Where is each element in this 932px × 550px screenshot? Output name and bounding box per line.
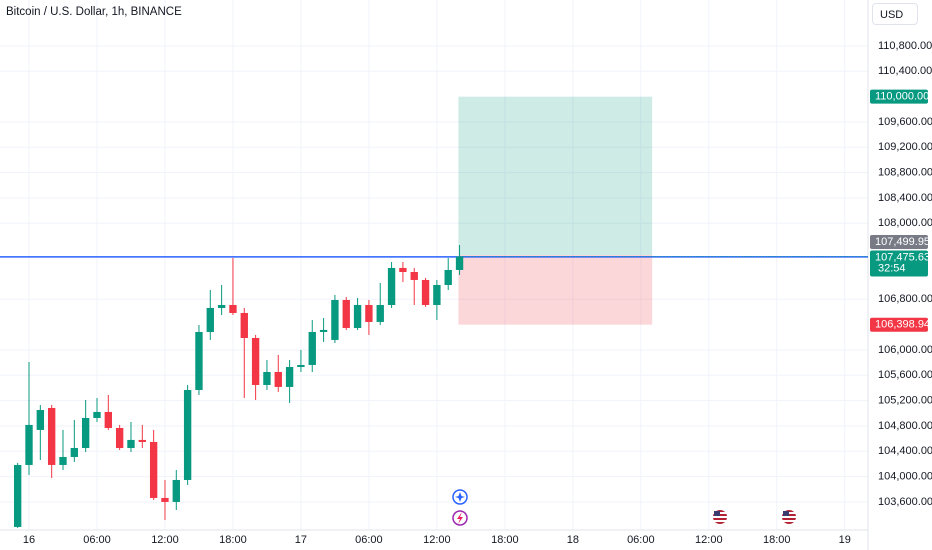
y-tick-label: 106,000.00 (878, 344, 932, 356)
stop-tag-label: 106,398.94 (875, 319, 930, 331)
candle-body (161, 497, 169, 502)
candle-body (410, 271, 418, 280)
profit-zone (458, 96, 653, 255)
countdown-label: 32:54 (878, 262, 906, 274)
x-tick-label: 18 (567, 534, 579, 546)
y-tick-label: 108,400.00 (878, 192, 932, 204)
candle-body (127, 439, 135, 448)
candle-body (229, 304, 237, 313)
candle-body (319, 329, 328, 332)
candle-body (365, 304, 373, 322)
candle-body (70, 447, 79, 457)
entry-tag (870, 234, 928, 249)
x-tick-label: 16 (23, 534, 35, 546)
candle-body (104, 411, 112, 428)
candle-body (206, 307, 214, 332)
candle-body (172, 479, 180, 502)
x-tick-label: 19 (839, 534, 851, 546)
x-tick-label: 18:00 (491, 534, 519, 546)
candle-body (444, 269, 452, 285)
candle-body (195, 331, 203, 390)
y-tick-label: 106,800.00 (878, 293, 932, 305)
y-tick-label: 109,600.00 (878, 116, 932, 128)
candle-body (251, 337, 260, 385)
target-tag-label: 110,000.00 (875, 91, 929, 103)
candle-body (59, 456, 67, 465)
candle-body (421, 279, 430, 305)
candle-body (183, 389, 192, 480)
candle-body (138, 439, 146, 442)
candle-body (353, 304, 362, 328)
candle-body (297, 364, 305, 367)
y-tick-label: 110,400.00 (878, 65, 932, 77)
x-tick-label: 06:00 (627, 534, 655, 546)
currency-button[interactable]: USD (872, 3, 918, 25)
event-icon[interactable] (452, 489, 468, 505)
flag-icon[interactable] (713, 510, 727, 524)
candle-body (399, 267, 407, 272)
candle-body (274, 371, 282, 387)
grid (0, 0, 868, 530)
symbol-title: Bitcoin / U.S. Dollar, 1h, BINANCE (6, 6, 182, 18)
x-tick-label: 06:00 (355, 534, 383, 546)
candle-body (36, 409, 45, 430)
y-tick-label: 110,800.00 (878, 40, 932, 52)
y-tick-label: 108,800.00 (878, 167, 932, 179)
candle-body (13, 464, 22, 527)
x-tick-label: 06:00 (83, 534, 111, 546)
y-tick-label: 103,600.00 (878, 496, 932, 508)
candle-body (240, 312, 248, 338)
y-tick-label: 108,000.00 (878, 217, 932, 229)
stop-tag (870, 317, 928, 332)
y-tick-label: 104,000.00 (878, 471, 932, 483)
candle-body (308, 331, 316, 365)
candle-body (93, 411, 101, 418)
candle-body (376, 304, 384, 322)
target-tag (870, 89, 928, 104)
y-tick-label: 104,800.00 (878, 420, 932, 432)
x-tick-label: 12:00 (151, 534, 179, 546)
candle-body (263, 371, 271, 385)
candle-body (285, 366, 294, 387)
y-tick-label: 104,400.00 (878, 445, 932, 457)
y-tick-label: 105,600.00 (878, 369, 932, 381)
candle-body (433, 284, 441, 305)
flag-icon[interactable] (782, 510, 796, 524)
entry-tag-label: 107,499.95 (875, 236, 930, 248)
last-price-label: 107,475.63 (875, 251, 930, 263)
x-tick-label: 18:00 (763, 534, 791, 546)
candle-body (342, 299, 350, 328)
x-tick-label: 18:00 (219, 534, 247, 546)
x-tick-label: 12:00 (695, 534, 723, 546)
y-tick-label: 105,200.00 (878, 395, 932, 407)
candle-body (25, 424, 33, 465)
candle-body (455, 256, 464, 270)
event-icon[interactable] (452, 510, 468, 526)
candle-body (115, 427, 124, 448)
candle-body (331, 299, 339, 340)
loss-zone (458, 254, 653, 325)
candle-body (217, 304, 226, 308)
x-tick-label: 17 (295, 534, 307, 546)
candle-body (81, 417, 90, 448)
last-price-tag (870, 250, 928, 277)
x-tick-label: 12:00 (423, 534, 451, 546)
candle-body (387, 267, 396, 305)
candle-body (47, 407, 56, 465)
candle-body (149, 441, 158, 498)
y-tick-label: 109,200.00 (878, 141, 932, 153)
